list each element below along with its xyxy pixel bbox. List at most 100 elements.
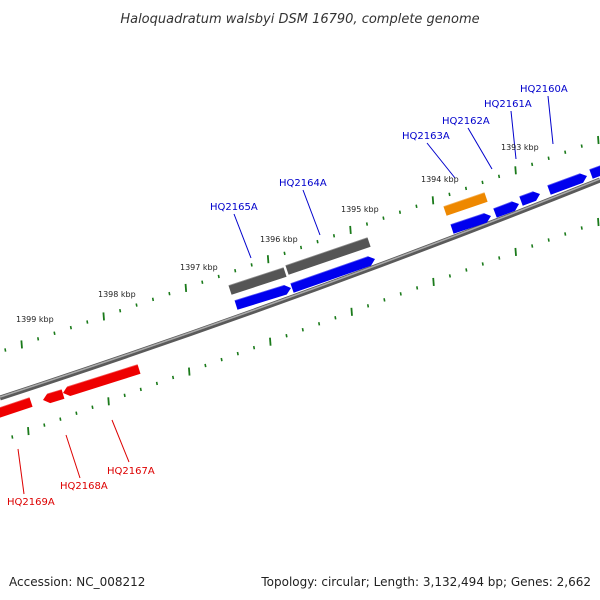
orange-feature-body	[443, 192, 488, 216]
gene-label-hq2164a[interactable]: HQ2164A	[279, 178, 327, 189]
outer-tick	[250, 263, 253, 267]
inner-tick	[531, 244, 534, 248]
inner-tick	[597, 217, 600, 227]
gene-label-hq2163a[interactable]: HQ2163A	[402, 131, 450, 142]
inner-tick	[171, 375, 175, 380]
inner-tick	[465, 268, 468, 272]
kbp-label-1397: 1397 kbp	[180, 263, 218, 272]
outer-tick	[266, 255, 270, 264]
forward-gene-3-body	[450, 213, 491, 234]
inner-tick	[269, 337, 272, 346]
genome-backbone	[0, 177, 600, 401]
outer-tick	[234, 268, 237, 273]
inner-tick	[448, 274, 452, 278]
kbp-label-1395: 1395 kbp	[341, 205, 379, 214]
forward-gene-5	[519, 190, 540, 206]
outer-tick	[184, 283, 188, 293]
inner-tick	[580, 226, 583, 230]
outer-tick	[316, 239, 319, 244]
inner-tick	[301, 328, 304, 332]
outer-tick	[69, 325, 72, 330]
inner-tick	[334, 316, 337, 320]
inner-tick	[285, 333, 288, 338]
label-leader-line	[547, 95, 554, 145]
inner-tick	[481, 262, 484, 266]
inner-tick	[383, 298, 386, 302]
inner-tick	[498, 256, 501, 260]
label-leader-line	[510, 110, 517, 160]
gene-label-hq2165a[interactable]: HQ2165A	[210, 202, 258, 213]
reverse-gene-3	[61, 363, 141, 396]
reverse-gene-2-body	[43, 389, 65, 404]
kbp-label-1396: 1396 kbp	[260, 235, 298, 244]
label-leader-line	[467, 127, 493, 170]
forward-gene-2-shine	[290, 255, 368, 284]
reverse-gene-1	[0, 396, 33, 418]
forward-gene-6-shine	[547, 172, 580, 187]
outer-tick-ring	[4, 135, 600, 352]
gray-feature-2-shine	[285, 236, 368, 266]
gene-label-hq2162a[interactable]: HQ2162A	[442, 116, 490, 127]
gray-feature-1-body	[228, 267, 287, 295]
outer-tick	[283, 251, 286, 256]
label-leader-line	[17, 448, 25, 495]
outer-tick	[531, 162, 534, 167]
forward-gene-1-body	[234, 284, 291, 310]
inner-tick	[91, 405, 94, 410]
outer-tick	[497, 174, 501, 179]
inner-tick	[416, 286, 419, 290]
outer-tick	[201, 280, 204, 284]
outer-tick	[564, 150, 567, 154]
gray-feature-2-body	[285, 237, 371, 275]
forward-gene-7	[589, 164, 600, 179]
forward-gene-3-shine	[450, 212, 484, 225]
gene-label-hq2169a[interactable]: HQ2169A	[7, 497, 55, 508]
forward-gene-2-body	[290, 256, 375, 293]
inner-tick	[155, 381, 159, 386]
outer-tick	[415, 204, 418, 209]
inner-tick	[204, 363, 207, 368]
label-leader-line	[426, 142, 456, 179]
reverse-gene-3-body	[63, 364, 141, 396]
inner-tick	[123, 393, 126, 398]
outer-tick	[119, 308, 122, 313]
orange-feature-shine	[443, 191, 485, 207]
inner-tick	[547, 238, 550, 242]
reverse-gene-3-shine	[61, 363, 138, 389]
kbp-label-1399: 1399 kbp	[16, 315, 54, 324]
forward-gene-4-shine	[492, 200, 512, 210]
outer-tick	[20, 340, 23, 349]
outer-tick	[349, 225, 352, 234]
outer-tick	[365, 222, 369, 226]
reverse-gene-1-shine	[0, 396, 30, 408]
forward-gene-4-body	[493, 201, 519, 218]
forward-gene-6-body	[547, 173, 587, 195]
inner-tick	[27, 426, 30, 436]
inner-tick	[236, 351, 239, 356]
genome-summary-text: Topology: circular; Length: 3,132,494 bp…	[260, 575, 591, 589]
gene-label-hq2160a[interactable]: HQ2160A	[520, 84, 568, 95]
outer-tick	[86, 320, 89, 324]
outer-tick	[332, 234, 336, 238]
reverse-gene-2	[41, 388, 65, 404]
inner-tick	[59, 417, 62, 421]
forward-gene-5-shine	[519, 190, 533, 198]
outer-tick	[382, 216, 385, 220]
inner-tick	[514, 247, 517, 257]
outer-tick	[135, 303, 138, 307]
label-leader-line	[111, 419, 130, 463]
inner-tick	[11, 435, 14, 439]
outer-tick	[431, 196, 435, 205]
forward-gene-7-body	[589, 165, 600, 179]
inner-tick	[107, 397, 110, 406]
gene-label-hq2161a[interactable]: HQ2161A	[484, 99, 532, 110]
gray-feature-1-shine	[228, 266, 284, 286]
outer-tick	[481, 180, 484, 185]
inner-tick	[43, 423, 46, 427]
inner-tick-ring	[11, 217, 600, 439]
outer-tick	[547, 156, 550, 161]
gene-label-hq2168a[interactable]: HQ2168A	[60, 481, 108, 492]
forward-gene-2	[290, 255, 375, 293]
gene-label-hq2167a[interactable]: HQ2167A	[107, 466, 155, 477]
